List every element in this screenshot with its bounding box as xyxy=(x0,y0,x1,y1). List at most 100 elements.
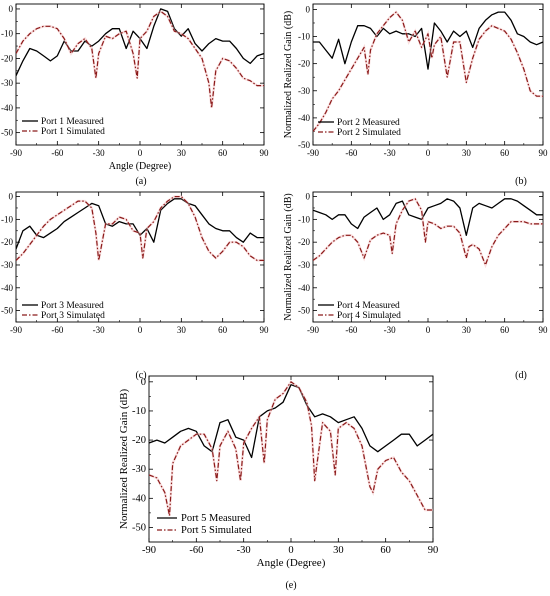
series-group xyxy=(313,197,543,269)
series-line-measured xyxy=(16,198,264,250)
x-tick-label: -30 xyxy=(237,545,251,556)
series-group xyxy=(16,195,264,262)
x-tick-label: -30 xyxy=(93,325,105,335)
y-axis-label: Normalized Realized Gain (dB) xyxy=(283,11,294,138)
x-axis-label: Angle (Degree) xyxy=(257,557,326,569)
series-halo xyxy=(16,195,264,262)
series-line-measured xyxy=(313,198,543,236)
y-tick-label: 0 xyxy=(306,4,311,14)
y-axis-label: Normalized Realized Gain (dB) xyxy=(118,389,130,530)
x-axis-label: Angle (Degree) xyxy=(109,161,171,172)
x-tick-label: 90 xyxy=(260,325,270,335)
x-tick-label: 90 xyxy=(539,325,549,335)
y-tick-label: -30 xyxy=(1,78,13,88)
y-tick-label: -50 xyxy=(1,128,13,138)
x-tick-label: 90 xyxy=(260,148,270,158)
y-tick-label: -20 xyxy=(1,53,13,63)
x-tick-label: -60 xyxy=(189,545,203,556)
x-tick-label: 60 xyxy=(500,325,510,335)
x-tick-label: -60 xyxy=(51,148,63,158)
y-tick-label: -10 xyxy=(132,406,146,417)
series-line-simulated xyxy=(313,198,543,266)
y-tick-label: -30 xyxy=(132,464,146,475)
x-tick-label: 0 xyxy=(138,325,143,335)
series-line-measured xyxy=(16,8,264,76)
x-tick-label: 30 xyxy=(462,148,472,158)
y-tick-label: 0 xyxy=(306,192,311,202)
x-tick-label: -60 xyxy=(345,325,357,335)
x-tick-label: 60 xyxy=(380,545,391,556)
y-tick-label: -40 xyxy=(298,113,310,123)
x-tick-label: -90 xyxy=(10,148,22,158)
x-tick-label: 0 xyxy=(288,545,293,556)
y-tick-label: -40 xyxy=(1,283,13,293)
y-tick-label: -40 xyxy=(1,103,13,113)
x-tick-label: -30 xyxy=(384,148,396,158)
legend-label: Port 1 Simulated xyxy=(41,127,105,137)
series-group xyxy=(16,8,264,109)
chart-panel-1: -90-60-3003060900-10-20-30-40-50Normaliz… xyxy=(1,3,270,187)
series-line-simulated xyxy=(16,10,264,109)
x-tick-label: 60 xyxy=(218,148,228,158)
y-tick-label: -20 xyxy=(298,237,310,247)
x-tick-label: 30 xyxy=(333,545,344,556)
y-tick-label: -20 xyxy=(1,237,13,247)
y-tick-label: -20 xyxy=(298,59,310,69)
x-tick-label: -30 xyxy=(384,325,396,335)
x-tick-label: 60 xyxy=(500,148,510,158)
legend-label: Port 2 Measured xyxy=(337,118,400,128)
y-tick-label: -30 xyxy=(1,260,13,270)
y-tick-label: -40 xyxy=(298,283,310,293)
chart-panel-4: -90 -60 -30 0 30 60 90 0 -10 -20 -30 -40 -50 Normaliz… xyxy=(283,191,549,381)
chart-panel-5: -90 -60 -30 0 30 60 90 0 -10 -20 -30 -40 -50Normaliz… xyxy=(118,375,439,591)
y-tick-label: -20 xyxy=(132,435,146,446)
x-tick-label: 30 xyxy=(177,148,187,158)
x-tick-label: -90 xyxy=(142,545,156,556)
panel-label: (c) xyxy=(135,370,146,381)
y-tick-label: -50 xyxy=(132,522,146,533)
chart-panel-2: -90 -60 -30 0 30 60 90 0 -10 -20 -30 -40 -50 Normaliz… xyxy=(283,3,548,187)
y-tick-label: 0 xyxy=(9,4,14,14)
y-tick-label: 0 xyxy=(9,192,14,202)
panel-label: (b) xyxy=(515,176,527,187)
y-tick-label: -10 xyxy=(298,32,310,42)
y-axis-label: Normalized Realized Gain (dB) xyxy=(283,193,294,320)
panel-label: (a) xyxy=(135,176,146,187)
y-tick-label: -10 xyxy=(298,214,310,224)
x-tick-label: -60 xyxy=(345,148,357,158)
x-tick-label: 0 xyxy=(426,148,431,158)
x-tick-label: 0 xyxy=(138,148,143,158)
x-tick-label: 60 xyxy=(218,325,228,335)
y-tick-label: 0 xyxy=(141,377,146,388)
x-tick-label: -90 xyxy=(307,325,319,335)
y-tick-label: -10 xyxy=(1,29,13,39)
y-tick-label: -30 xyxy=(298,260,310,270)
y-tick-label: -50 xyxy=(298,140,310,150)
series-group xyxy=(149,380,433,517)
series-group xyxy=(313,10,543,133)
series-line-simulated xyxy=(313,11,543,132)
y-tick-label: -30 xyxy=(298,86,310,96)
series-halo xyxy=(149,380,433,517)
legend-label: Port 5 Measured xyxy=(181,513,251,524)
legend-label: Port 3 Simulated xyxy=(41,311,105,321)
chart-panel-3: -90-60-3003060900-10-20-30-40-50Normaliz… xyxy=(1,191,270,381)
x-tick-label: -90 xyxy=(307,148,319,158)
legend-label: Port 4 Measured xyxy=(337,301,400,311)
x-tick-label: -60 xyxy=(51,325,63,335)
panel-label: (d) xyxy=(515,370,527,381)
legend-label: Port 3 Measured xyxy=(41,301,104,311)
legend-label: Port 1 Measured xyxy=(41,117,104,127)
legend-label: Port 2 Simulated xyxy=(337,128,401,138)
legend-label: Port 5 Simulated xyxy=(181,525,252,536)
y-tick-label: -50 xyxy=(1,306,13,316)
x-tick-label: 90 xyxy=(428,545,439,556)
y-tick-label: -50 xyxy=(298,306,310,316)
series-line-measured xyxy=(313,11,543,70)
